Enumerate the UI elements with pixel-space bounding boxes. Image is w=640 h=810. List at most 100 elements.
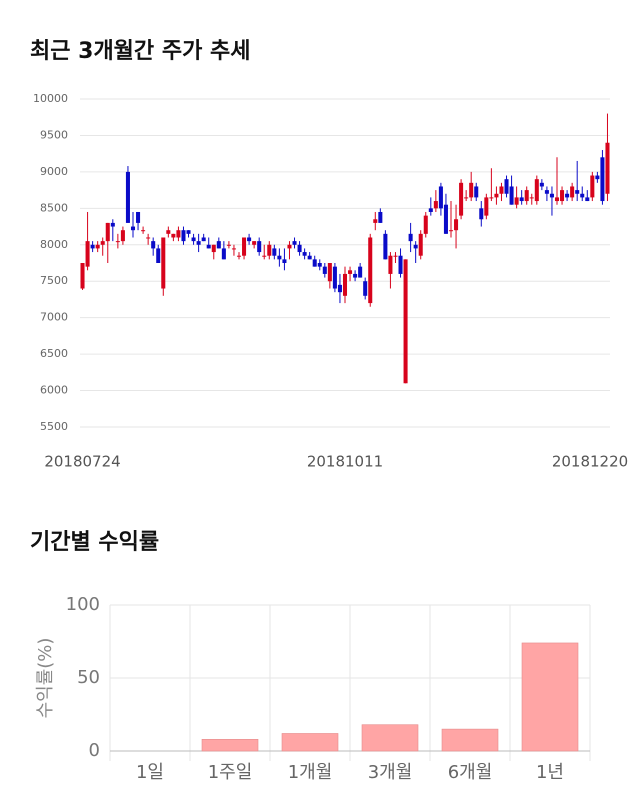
candle-body	[454, 219, 459, 231]
candle-body	[302, 252, 307, 256]
y-tick-label: 100	[66, 594, 100, 615]
candle-body	[236, 255, 242, 257]
candle-body	[519, 197, 524, 202]
candle-body	[211, 244, 216, 253]
candle-body	[292, 241, 297, 245]
y-tick-label: 10000	[33, 92, 68, 105]
candle-body	[327, 263, 332, 282]
chart-title: 기간별 수익률	[30, 530, 159, 555]
candle-body	[206, 244, 211, 249]
candle-body	[322, 266, 327, 274]
candle-body	[448, 230, 454, 232]
candle-body	[499, 186, 504, 194]
candle-body	[484, 197, 489, 216]
y-tick-label: 6500	[40, 347, 68, 360]
candle-body	[120, 230, 125, 242]
candle-body	[383, 233, 388, 260]
candle-body	[130, 226, 136, 231]
candle-body	[585, 197, 590, 202]
candle-body	[469, 182, 474, 198]
y-tick-label: 0	[89, 740, 100, 761]
x-tick-label: 1주일	[208, 762, 253, 783]
x-tick-label: 1년	[536, 762, 564, 783]
candle-body	[151, 241, 156, 249]
candle-body	[156, 248, 161, 263]
candle-body	[221, 248, 226, 260]
candle-body	[438, 186, 443, 209]
candle-body	[544, 190, 549, 194]
candle-body	[171, 233, 176, 238]
candle-body	[489, 197, 494, 199]
y-tick-label: 5500	[40, 420, 68, 433]
bar	[441, 728, 499, 752]
x-tick-label: 1일	[136, 762, 164, 783]
candle-body	[125, 171, 130, 223]
candle-body	[277, 255, 282, 260]
candle-body	[348, 270, 353, 274]
candle-body	[226, 244, 231, 246]
candle-body	[600, 157, 605, 202]
candle-body	[418, 233, 423, 256]
bar	[281, 733, 339, 752]
candle-body	[307, 255, 312, 260]
candle-body	[272, 248, 277, 256]
candle-body	[443, 204, 448, 234]
y-tick-label: 7000	[40, 311, 68, 324]
candle-body	[342, 273, 348, 296]
candle-body	[423, 215, 428, 234]
candle-body	[201, 237, 206, 242]
candle-body	[358, 266, 363, 278]
candle-body	[595, 175, 600, 180]
x-tick-label: 20181220	[552, 453, 628, 471]
candle-body	[337, 284, 342, 293]
candle-body	[262, 255, 267, 257]
candle-body	[534, 179, 539, 202]
bar	[201, 739, 259, 752]
candle-body	[186, 230, 191, 234]
candle-body	[554, 197, 560, 202]
candle-body	[428, 208, 433, 212]
candle-body	[257, 241, 262, 253]
candle-body	[176, 230, 181, 238]
candle-body	[252, 241, 257, 245]
candle-body	[332, 266, 337, 289]
candle-body	[580, 193, 585, 198]
bar	[521, 642, 579, 752]
candle-body	[504, 179, 509, 194]
y-axis-label: 수익률(%)	[35, 638, 56, 719]
candle-body	[560, 190, 565, 202]
y-tick-label: 8500	[40, 201, 68, 214]
candle-body	[464, 197, 469, 199]
candle-body	[247, 237, 252, 242]
x-tick-label: 1개월	[288, 762, 333, 783]
candle-body	[317, 263, 322, 267]
candle-body	[166, 230, 171, 234]
bar	[361, 724, 419, 752]
x-tick-label: 6개월	[448, 762, 493, 783]
candle-body	[393, 255, 398, 257]
candle-body	[146, 237, 151, 239]
candle-body	[282, 259, 287, 263]
y-tick-label: 50	[77, 667, 100, 688]
candle-body	[575, 190, 580, 194]
candle-body	[353, 273, 358, 278]
x-tick-label: 20181011	[307, 453, 383, 471]
candle-body	[403, 259, 408, 384]
y-tick-label: 7500	[40, 274, 68, 287]
y-tick-label: 9000	[40, 165, 68, 178]
candle-body	[539, 182, 544, 187]
candle-body	[549, 193, 554, 198]
candle-body	[479, 208, 484, 220]
x-tick-label: 3개월	[368, 762, 413, 783]
candle-body	[242, 237, 247, 256]
candle-body	[85, 241, 90, 267]
candle-body	[408, 233, 413, 242]
candle-body	[312, 259, 317, 267]
candle-body	[105, 222, 110, 242]
candle-body	[373, 219, 378, 223]
candle-body	[413, 244, 418, 249]
candle-body	[524, 190, 529, 202]
candle-body	[363, 281, 368, 296]
candle-body	[529, 197, 534, 199]
